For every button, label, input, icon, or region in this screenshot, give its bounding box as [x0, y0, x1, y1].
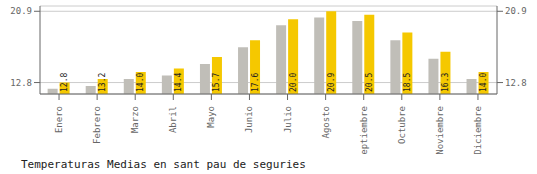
svg-text:15.7: 15.7: [212, 73, 221, 92]
svg-text:Abril: Abril: [168, 106, 178, 133]
svg-text:14.4: 14.4: [174, 73, 183, 92]
svg-text:Enero: Enero: [54, 106, 64, 133]
svg-text:13.2: 13.2: [98, 73, 107, 92]
svg-text:16.3: 16.3: [441, 73, 450, 92]
svg-text:Diciembre: Diciembre: [473, 106, 483, 154]
svg-text:14.0: 14.0: [136, 73, 145, 92]
svg-text:Septiembre: Septiembre: [359, 106, 369, 154]
svg-text:Noviembre: Noviembre: [435, 106, 445, 154]
svg-text:20.9: 20.9: [505, 6, 527, 16]
svg-text:Julio: Julio: [283, 106, 293, 133]
svg-text:Octubre: Octubre: [397, 106, 407, 144]
svg-text:20.5: 20.5: [365, 73, 374, 92]
svg-text:17.6: 17.6: [251, 73, 260, 92]
svg-text:20.9: 20.9: [10, 6, 32, 16]
svg-text:12.8: 12.8: [60, 73, 69, 92]
svg-text:Febrero: Febrero: [92, 106, 102, 144]
html-text:Temperaturas Medias en sant pa: Temperaturas Medias en sant pau de segur…: [21, 158, 306, 171]
svg-text:20.9: 20.9: [327, 73, 336, 92]
svg-text:14.0: 14.0: [479, 73, 488, 92]
svg-text:18.5: 18.5: [403, 73, 412, 92]
svg-text:Mayo: Mayo: [206, 106, 216, 128]
svg-text:12.8: 12.8: [10, 78, 32, 88]
svg-text:20.0: 20.0: [289, 73, 298, 92]
svg-text:12.8: 12.8: [505, 78, 527, 88]
svg-text:Marzo: Marzo: [130, 106, 140, 133]
svg-text:Agosto: Agosto: [321, 106, 331, 139]
svg-text:Junio: Junio: [244, 106, 254, 133]
